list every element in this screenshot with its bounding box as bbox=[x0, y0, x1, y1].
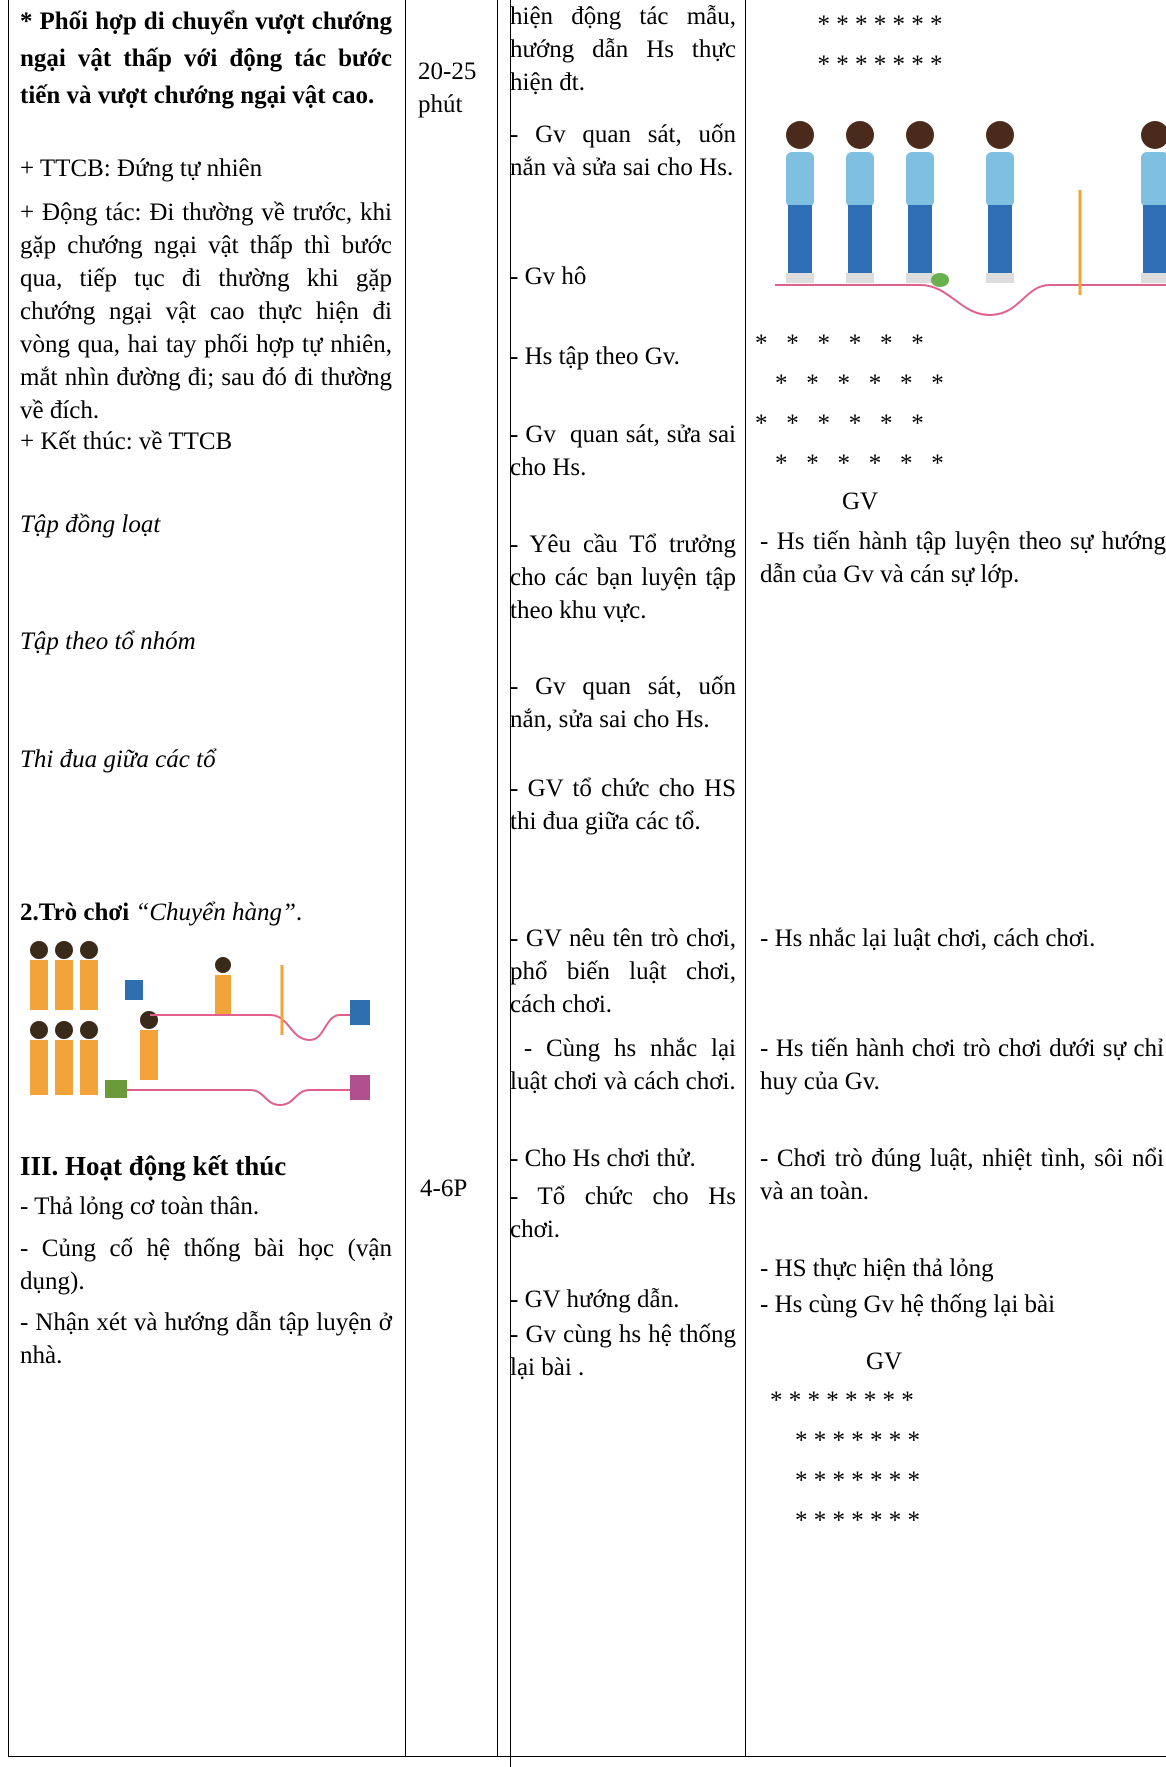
practice-image bbox=[775, 121, 1166, 317]
stars: * * * * * * * bbox=[795, 1427, 920, 1454]
item: - Củng cố hệ thống bài học (vận dụng). bbox=[20, 1235, 392, 1295]
text: - Hs tiến hành tập luyện theo sự hướng d… bbox=[760, 528, 1166, 588]
text: - Chơi trò đúng luật, nhiệt tình, sôi nổ… bbox=[760, 1145, 1164, 1205]
text: + Động tác: Đi thường về trước, khi gặp … bbox=[20, 199, 392, 424]
game-title: 2.Trò chơi “Chuyển hàng”. bbox=[20, 896, 302, 929]
stars: * * * * * * * bbox=[795, 1507, 920, 1534]
game-image bbox=[30, 941, 370, 1107]
item: - Nhận xét và hướng dẫn tập luyện ở nhà. bbox=[20, 1309, 392, 1369]
border bbox=[8, 0, 9, 1757]
text: - Hs tập theo Gv. bbox=[510, 343, 680, 370]
border bbox=[497, 0, 498, 1757]
label: GV bbox=[866, 1348, 903, 1375]
text: - Gv quan sát, uốn nắn và sửa sai cho Hs… bbox=[510, 121, 743, 181]
text: - Hs nhắc lại luật chơi, cách chơi. bbox=[760, 925, 1096, 952]
text: hiện động tác mẫu, hướng dẫn Hs thực hiệ… bbox=[510, 3, 743, 96]
stars: * * * * * * bbox=[775, 370, 944, 397]
text: - Cho Hs chơi thử. bbox=[510, 1145, 696, 1172]
text: - Hs cùng Gv hệ thống lại bài bbox=[760, 1291, 1056, 1318]
text: - Tổ chức cho Hs chơi. bbox=[510, 1183, 743, 1243]
stars: * * * * * * * * bbox=[770, 1387, 914, 1414]
stars: * * * * * * * bbox=[795, 1467, 920, 1494]
heading: * Phối hợp di chuyển vượt chướng ngại vậ… bbox=[20, 8, 392, 109]
stars: * * * * * * bbox=[755, 410, 924, 437]
name: “Chuyển hàng” bbox=[135, 899, 296, 926]
stars: * * * * * * * bbox=[817, 51, 943, 78]
punct: . bbox=[295, 899, 303, 926]
stars: * * * * * * bbox=[755, 330, 924, 357]
stars: * * * * * * * bbox=[817, 11, 943, 38]
text: + Kết thúc: về TTCB bbox=[20, 428, 233, 455]
text: - GV hướng dẫn. bbox=[510, 1286, 680, 1313]
section-title: III. Hoạt động kết thúc bbox=[20, 1151, 287, 1181]
text: - Hs tiến hành chơi trò chơi dưới sự chỉ… bbox=[760, 1035, 1164, 1095]
text: Tập theo tổ nhóm bbox=[20, 628, 196, 655]
border bbox=[405, 0, 406, 1757]
label: GV bbox=[842, 488, 879, 515]
time: 20-25 phút bbox=[418, 58, 477, 118]
label: 2.Trò chơi bbox=[20, 899, 130, 926]
text: Tập đồng loạt bbox=[20, 511, 161, 538]
text: - HS thực hiện thả lỏng bbox=[760, 1255, 994, 1282]
text: - Gv cùng hs hệ thống lại bài . bbox=[510, 1321, 743, 1381]
text: - Gv hô bbox=[510, 263, 587, 290]
text: - GV tổ chức cho HS thi đua giữa các tổ. bbox=[510, 775, 743, 835]
text: Thi đua giữa các tổ bbox=[20, 746, 216, 773]
text: - GV nêu tên trò chơi, phổ biến luật chơ… bbox=[510, 925, 743, 1018]
border bbox=[745, 0, 746, 1757]
border bbox=[8, 1756, 1166, 1757]
border bbox=[510, 0, 511, 1767]
text: - Cùng hs nhắc lại luật chơi và cách chơ… bbox=[510, 1035, 743, 1095]
text: - Gv quan sát, sửa sai cho Hs. bbox=[510, 421, 743, 481]
text: + TTCB: Đứng tự nhiên bbox=[20, 155, 263, 182]
text: - Yêu cầu Tổ trưởng cho các bạn luyện tậ… bbox=[510, 531, 743, 624]
text: - Gv quan sát, uốn nắn, sửa sai cho Hs. bbox=[510, 673, 743, 733]
item: - Thả lỏng cơ toàn thân. bbox=[20, 1193, 260, 1220]
time: 4-6P bbox=[420, 1175, 468, 1202]
stars: * * * * * * bbox=[775, 450, 944, 477]
